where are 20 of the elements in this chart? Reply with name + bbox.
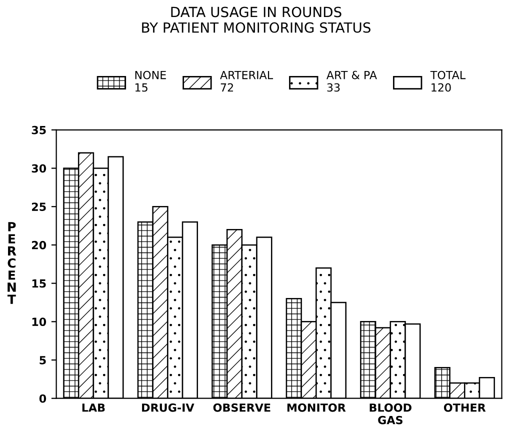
- legend-label: ART & PA 33: [326, 70, 377, 92]
- y-axis-title: PERCENT: [7, 222, 16, 304]
- y-tick-label: 0: [39, 394, 46, 403]
- x-tick-label: OBSERVE: [213, 403, 270, 412]
- y-tick-label: 25: [32, 202, 46, 211]
- x-tick-label: MONITOR: [287, 403, 346, 412]
- y-tick-label: 15: [32, 279, 46, 288]
- legend-label: NONE 15: [135, 70, 166, 92]
- y-tick-label: 35: [32, 126, 46, 134]
- y-tick-label: 10: [32, 318, 46, 326]
- y-tick-label: 30: [32, 164, 46, 173]
- x-tick-label: LAB: [82, 404, 105, 412]
- x-tick-label: OTHER: [444, 403, 486, 412]
- chart-title: DATA USAGE IN ROUNDS BY PATIENT MONITORING STATUS: [142, 6, 370, 33]
- legend-label: ARTERIAL 72: [220, 70, 274, 92]
- legend-label: TOTAL 120: [430, 70, 466, 92]
- x-tick-label: BLOOD GAS: [370, 403, 412, 424]
- y-tick-label: 20: [32, 240, 46, 250]
- x-tick-label: DRUG-IV: [142, 403, 194, 412]
- y-tick-label: 5: [40, 356, 46, 364]
